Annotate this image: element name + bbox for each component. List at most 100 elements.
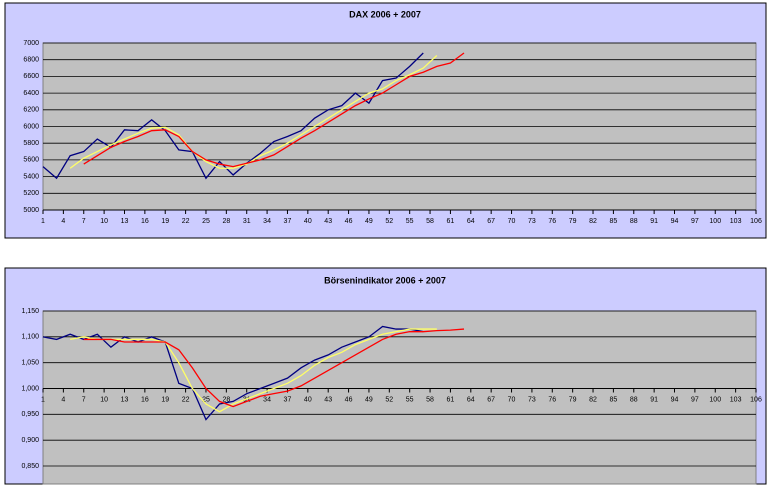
x-tick-label: 67 (487, 218, 495, 225)
y-tick-label: 6600 (23, 73, 39, 80)
data-line (83, 328, 465, 408)
x-tick-label: 91 (650, 218, 658, 225)
y-tick-label: 6000 (23, 123, 39, 130)
x-tick-label: 25 (202, 218, 210, 225)
y-tick-label: 7000 (23, 40, 39, 47)
x-tick-label: 7 (82, 396, 86, 403)
data-line (70, 328, 437, 413)
x-tick-label: 31 (243, 218, 251, 225)
y-tick-label: 6400 (23, 90, 39, 97)
x-tick-label: 13 (121, 218, 129, 225)
chart-title: Börsenindikator 2006 + 2007 (324, 275, 446, 285)
x-tick-label: 13 (121, 396, 129, 403)
x-tick-label: 103 (730, 396, 742, 403)
chart-title: DAX 2006 + 2007 (349, 9, 421, 19)
x-tick-label: 37 (284, 218, 292, 225)
x-tick-label: 70 (508, 218, 516, 225)
x-tick-label: 49 (365, 218, 373, 225)
x-tick-label: 55 (406, 396, 414, 403)
x-tick-label: 34 (263, 396, 271, 403)
y-tick-label: 5600 (23, 157, 39, 164)
data-line (83, 52, 465, 168)
y-tick-label: 1,150 (21, 308, 39, 315)
y-tick-label: 5400 (23, 173, 39, 180)
x-tick-label: 10 (100, 396, 108, 403)
x-tick-label: 58 (426, 218, 434, 225)
x-tick-label: 100 (709, 218, 721, 225)
x-tick-label: 97 (691, 218, 699, 225)
x-tick-label: 67 (487, 396, 495, 403)
x-tick-label: 100 (709, 396, 721, 403)
x-tick-label: 103 (730, 218, 742, 225)
x-tick-label: 10 (100, 218, 108, 225)
x-tick-label: 61 (447, 218, 455, 225)
y-tick-label: 1,000 (21, 385, 39, 392)
data-line (42, 325, 424, 421)
x-tick-label: 76 (548, 396, 556, 403)
x-tick-label: 46 (345, 396, 353, 403)
x-tick-label: 76 (548, 218, 556, 225)
x-tick-label: 82 (589, 218, 597, 225)
x-tick-label: 22 (182, 218, 190, 225)
x-tick-label: 82 (589, 396, 597, 403)
y-tick-label: 1,100 (21, 334, 39, 341)
y-tick-label: 6800 (23, 57, 39, 64)
x-tick-label: 97 (691, 396, 699, 403)
x-tick-label: 88 (630, 396, 638, 403)
x-tick-label: 19 (161, 218, 169, 225)
x-tick-label: 34 (263, 218, 271, 225)
x-tick-label: 16 (141, 218, 149, 225)
x-tick-label: 91 (650, 396, 658, 403)
data-line (69, 55, 438, 169)
x-tick-label: 43 (324, 396, 332, 403)
x-tick-label: 40 (304, 218, 312, 225)
x-tick-label: 94 (671, 396, 679, 403)
x-tick-label: 73 (528, 396, 536, 403)
x-tick-label: 79 (569, 396, 577, 403)
x-tick-label: 61 (447, 396, 455, 403)
x-tick-label: 40 (304, 396, 312, 403)
x-tick-label: 85 (610, 218, 618, 225)
x-tick-label: 46 (345, 218, 353, 225)
x-tick-label: 79 (569, 218, 577, 225)
x-tick-label: 70 (508, 396, 516, 403)
x-tick-label: 55 (406, 218, 414, 225)
x-tick-label: 64 (467, 396, 475, 403)
y-tick-label: 5000 (23, 207, 39, 214)
y-tick-label: 5800 (23, 140, 39, 147)
x-tick-label: 58 (426, 396, 434, 403)
y-tick-label: 0,900 (21, 437, 39, 444)
x-tick-label: 1 (41, 396, 45, 403)
y-tick-label: 5200 (23, 190, 39, 197)
x-tick-label: 43 (324, 218, 332, 225)
x-tick-label: 94 (671, 218, 679, 225)
x-tick-label: 1 (41, 218, 45, 225)
x-tick-label: 25 (202, 396, 210, 403)
x-tick-label: 52 (385, 396, 393, 403)
x-tick-label: 52 (385, 218, 393, 225)
x-tick-label: 19 (161, 396, 169, 403)
x-tick-label: 4 (61, 218, 65, 225)
x-tick-label: 106 (750, 396, 762, 403)
y-tick-label: 0,950 (21, 411, 39, 418)
x-tick-label: 31 (243, 396, 251, 403)
x-tick-label: 37 (284, 396, 292, 403)
y-tick-label: 1,050 (21, 360, 39, 367)
data-line (42, 52, 424, 180)
x-tick-label: 4 (61, 396, 65, 403)
x-tick-label: 73 (528, 218, 536, 225)
x-tick-label: 28 (222, 218, 230, 225)
plot-area (42, 310, 757, 485)
x-tick-label: 85 (610, 396, 618, 403)
x-tick-label: 88 (630, 218, 638, 225)
x-tick-label: 22 (182, 396, 190, 403)
x-tick-label: 49 (365, 396, 373, 403)
x-tick-label: 16 (141, 396, 149, 403)
x-tick-label: 64 (467, 218, 475, 225)
x-tick-label: 7 (82, 218, 86, 225)
y-tick-label: 6200 (23, 107, 39, 114)
x-tick-label: 28 (222, 396, 230, 403)
x-tick-label: 106 (750, 218, 762, 225)
